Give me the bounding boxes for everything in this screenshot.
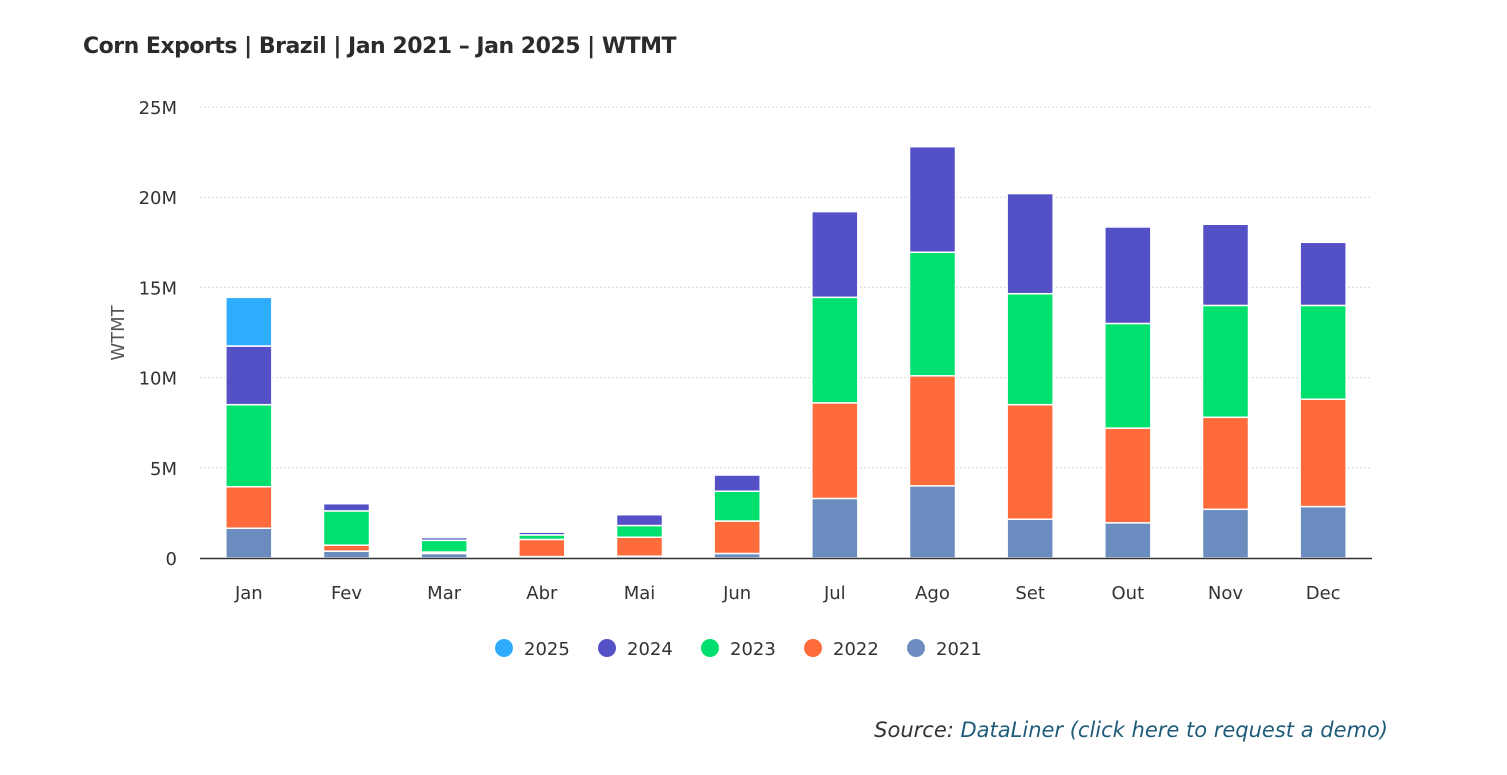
legend-marker [598, 639, 616, 657]
bar-segment-2023[interactable] [420, 539, 468, 553]
x-tick-label: Mai [624, 583, 656, 604]
legend-item-2021[interactable]: 2021 [907, 639, 982, 660]
bar-segment-2022[interactable] [225, 485, 273, 529]
legend-label: 2021 [936, 639, 982, 660]
legend-item-2025[interactable]: 2025 [495, 639, 570, 660]
bar-segment-2024[interactable] [615, 513, 664, 527]
bar-segment-2023[interactable] [615, 524, 664, 539]
y-tick-label: 5M [150, 459, 177, 480]
bar-stack-jun[interactable] [713, 474, 761, 559]
bar-segment-2022[interactable] [322, 544, 371, 552]
bar-segment-2022[interactable] [713, 520, 761, 555]
bar-segment-2023[interactable] [713, 490, 761, 522]
x-tick-label: Jun [722, 583, 751, 604]
y-axis-label: WTMT [108, 304, 129, 360]
bar-segment-2021[interactable] [1006, 518, 1054, 559]
bar-segment-2023[interactable] [1201, 304, 1250, 419]
x-tick-label: Set [1015, 583, 1045, 604]
bar-stack-abr[interactable] [518, 531, 566, 559]
legend-label: 2022 [833, 639, 879, 660]
bar-stack-jul[interactable] [811, 210, 859, 559]
legend-item-2022[interactable]: 2022 [804, 639, 879, 660]
bar-segment-2024[interactable] [225, 345, 273, 406]
bar-segment-2021[interactable] [908, 485, 957, 559]
bar-segment-2024[interactable] [518, 531, 566, 536]
bar-segment-2021[interactable] [1104, 522, 1152, 559]
bar-segment-2024[interactable] [1104, 226, 1152, 325]
bar-stack-ago[interactable] [908, 145, 957, 559]
gridlines [200, 106, 1372, 469]
bar-segment-2021[interactable] [811, 497, 859, 559]
source-link[interactable]: DataLiner (click here to request a demo) [960, 718, 1388, 742]
bar-segment-2024[interactable] [713, 474, 761, 493]
y-tick-label: 0 [166, 549, 177, 570]
bar-segment-2024[interactable] [908, 145, 957, 253]
y-tick-label: 25M [139, 98, 177, 119]
x-tick-label: Jan [234, 583, 263, 604]
bar-segment-2023[interactable] [1299, 304, 1347, 400]
bar-segment-2024[interactable] [322, 502, 371, 512]
legend[interactable]: 2025 2024 2023 2022 2021 [495, 639, 982, 660]
bar-segment-2022[interactable] [1201, 416, 1250, 511]
bars [225, 145, 1347, 559]
x-tick-label: Fev [331, 583, 362, 604]
legend-marker [907, 639, 925, 657]
legend-item-2023[interactable]: 2023 [701, 639, 776, 660]
x-tick-label: Dec [1306, 583, 1341, 604]
bar-stack-nov[interactable] [1201, 223, 1250, 559]
x-tick-label: Ago [915, 583, 950, 604]
bar-segment-2025[interactable] [225, 296, 273, 347]
x-axis-ticks: Jan Fev Mar Abr Mai Jun Jul Ago Set Out Nov Dec [234, 583, 1341, 604]
bar-segment-2022[interactable] [1299, 398, 1347, 508]
legend-label: 2025 [524, 639, 570, 660]
x-tick-label: Mar [427, 583, 462, 604]
legend-marker [804, 639, 822, 657]
bar-segment-2021[interactable] [1299, 505, 1347, 559]
x-tick-label: Nov [1208, 583, 1243, 604]
bar-segment-2022[interactable] [811, 402, 859, 500]
source-prefix: Source: [874, 718, 961, 742]
bar-stack-mar[interactable] [420, 536, 468, 559]
bar-stack-fev[interactable] [322, 502, 371, 559]
bar-segment-2021[interactable] [322, 550, 371, 559]
bar-stack-mai[interactable] [615, 513, 664, 559]
bar-stack-out[interactable] [1104, 226, 1152, 559]
x-tick-label: Out [1112, 583, 1145, 604]
bar-segment-2024[interactable] [1201, 223, 1250, 307]
bar-stack-dec[interactable] [1299, 241, 1347, 559]
x-tick-label: Abr [526, 583, 558, 604]
bar-segment-2023[interactable] [1006, 292, 1054, 406]
legend-marker [495, 639, 513, 657]
bar-segment-2024[interactable] [420, 536, 468, 542]
y-axis-ticks: 0 5M 10M 15M 20M 25M [139, 98, 177, 570]
bar-segment-2022[interactable] [615, 536, 664, 557]
bar-segment-2022[interactable] [1006, 403, 1054, 520]
bar-segment-2023[interactable] [908, 251, 957, 377]
bar-segment-2023[interactable] [225, 403, 273, 488]
y-tick-label: 20M [139, 188, 177, 209]
legend-marker [701, 639, 719, 657]
bar-segment-2021[interactable] [1201, 508, 1250, 559]
legend-label: 2024 [627, 639, 673, 660]
bar-segment-2024[interactable] [1006, 192, 1054, 295]
y-tick-label: 15M [139, 278, 177, 299]
bar-segment-2023[interactable] [322, 510, 371, 546]
bar-segment-2021[interactable] [225, 527, 273, 559]
bar-stack-jan[interactable] [225, 296, 273, 559]
bar-segment-2022[interactable] [908, 375, 957, 487]
chart-title: Corn Exports | Brazil | Jan 2021 – Jan 2… [83, 34, 677, 59]
bar-segment-2023[interactable] [1104, 322, 1152, 429]
x-tick-label: Jul [823, 583, 846, 604]
bar-segment-2024[interactable] [1299, 241, 1347, 307]
legend-item-2024[interactable]: 2024 [598, 639, 673, 660]
source-line: Source: DataLiner (click here to request… [874, 718, 1388, 742]
legend-label: 2023 [730, 639, 776, 660]
bar-segment-2022[interactable] [518, 538, 566, 558]
y-tick-label: 10M [139, 369, 177, 390]
bar-segment-2024[interactable] [811, 210, 859, 299]
bar-segment-2022[interactable] [1104, 427, 1152, 524]
bar-stack-set[interactable] [1006, 192, 1054, 559]
bar-segment-2023[interactable] [811, 296, 859, 404]
